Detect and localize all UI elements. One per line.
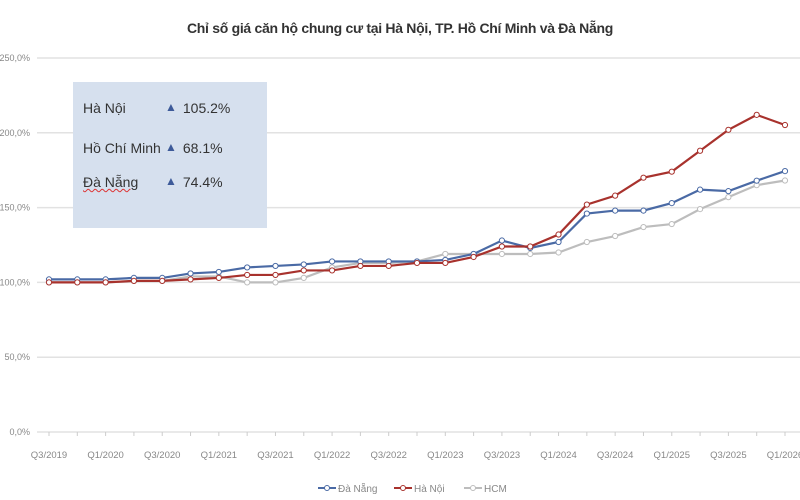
data-point (215, 268, 222, 276)
y-tick-label: 50,0% (4, 352, 30, 362)
data-point (272, 262, 279, 270)
x-tick-label: Q1/2022 (314, 450, 350, 461)
data-point (583, 201, 590, 208)
data-point (612, 232, 619, 240)
data-point (130, 277, 138, 285)
data-point (498, 250, 506, 258)
data-point (555, 231, 562, 238)
data-point (328, 267, 336, 274)
x-tick-label: Q3/2020 (144, 450, 180, 461)
data-point (668, 220, 675, 228)
data-point (725, 126, 732, 133)
data-point (696, 186, 704, 193)
data-point (668, 168, 675, 175)
y-tick-label: 100,0% (0, 277, 30, 287)
x-tick-label: Q3/2021 (257, 450, 293, 461)
data-point (753, 177, 760, 184)
summary-row-hanoi: Hà Nội ▲ 105.2% (83, 100, 230, 116)
city-label: Đà Nẵng (83, 174, 139, 190)
data-point (696, 205, 704, 213)
y-tick-label: 250,0% (0, 53, 30, 63)
data-point (583, 238, 590, 246)
x-tick-label: Q3/2025 (710, 450, 746, 461)
data-point (159, 277, 166, 285)
data-point (215, 274, 222, 282)
x-tick-label: Q1/2025 (654, 450, 690, 461)
x-tick-label: Q1/2023 (427, 450, 463, 461)
data-point (442, 259, 449, 267)
x-tick-label: Q1/2021 (201, 450, 237, 461)
summary-row-danang: Đà Nẵng ▲ 74.4% (83, 174, 223, 190)
data-point (272, 279, 279, 286)
x-tick-label: Q3/2022 (370, 450, 406, 461)
data-point (753, 111, 760, 118)
x-tick-label: Q1/2024 (540, 450, 576, 461)
data-point (781, 177, 789, 184)
change-value: 74.4% (182, 174, 223, 190)
data-point (244, 279, 251, 286)
x-tick-label: Q3/2019 (31, 450, 67, 461)
data-point (555, 249, 562, 256)
data-point (244, 264, 251, 271)
data-point (696, 147, 704, 154)
x-tick-label: Q3/2024 (597, 450, 633, 461)
data-point (555, 238, 562, 246)
data-point (300, 261, 307, 268)
summary-row-hcm: Hồ Chí Minh ▲ 68.1% (83, 140, 223, 156)
data-point (187, 270, 194, 277)
data-point (612, 192, 619, 199)
x-tick-label: Q1/2026 (767, 450, 800, 461)
legend-marker (470, 485, 476, 491)
data-point (781, 167, 789, 175)
data-point (357, 262, 364, 270)
y-tick-label: 150,0% (0, 203, 30, 213)
x-tick-label: Q1/2020 (87, 450, 123, 461)
data-point (498, 237, 506, 244)
data-point (300, 274, 307, 282)
data-point (385, 262, 392, 270)
up-triangle-icon: ▲ (165, 140, 177, 154)
data-point (300, 267, 307, 274)
legend-label: Hà Nội (414, 484, 445, 495)
y-tick-label: 0,0% (9, 427, 30, 437)
data-point (470, 253, 477, 261)
summary-box: Hà Nội ▲ 105.2% Hồ Chí Minh ▲ 68.1% Đà N… (73, 82, 267, 228)
city-label: Hồ Chí Minh (83, 140, 161, 156)
data-point (244, 271, 251, 279)
data-point (74, 279, 81, 286)
change-value: 68.1% (182, 140, 223, 156)
data-point (442, 250, 449, 258)
up-triangle-icon: ▲ (165, 174, 177, 188)
y-tick-label: 200,0% (0, 128, 30, 138)
data-point (45, 279, 53, 286)
data-point (413, 259, 421, 267)
data-point (668, 200, 675, 207)
data-point (612, 207, 619, 214)
change-value: 105.2% (182, 100, 231, 116)
legend-marker (400, 485, 406, 491)
data-point (498, 243, 506, 250)
data-point (102, 279, 109, 286)
up-triangle-icon: ▲ (165, 100, 177, 114)
data-point (527, 243, 534, 250)
legend-marker (324, 485, 330, 491)
data-point (328, 258, 336, 265)
chart-title: Chỉ số giá căn hộ chung cư tại Hà Nội, T… (187, 20, 613, 36)
city-label: Hà Nội (83, 100, 126, 116)
legend-label: HCM (484, 484, 507, 495)
data-point (725, 188, 732, 195)
data-point (583, 210, 590, 217)
data-point (640, 174, 647, 181)
x-tick-label: Q3/2023 (484, 450, 520, 461)
data-point (781, 121, 789, 129)
legend-label: Đà Nẵng (338, 482, 377, 495)
data-point (272, 271, 279, 279)
data-point (640, 207, 647, 214)
data-point (725, 194, 732, 201)
data-point (187, 276, 194, 283)
data-point (527, 250, 534, 258)
data-point (640, 223, 647, 231)
